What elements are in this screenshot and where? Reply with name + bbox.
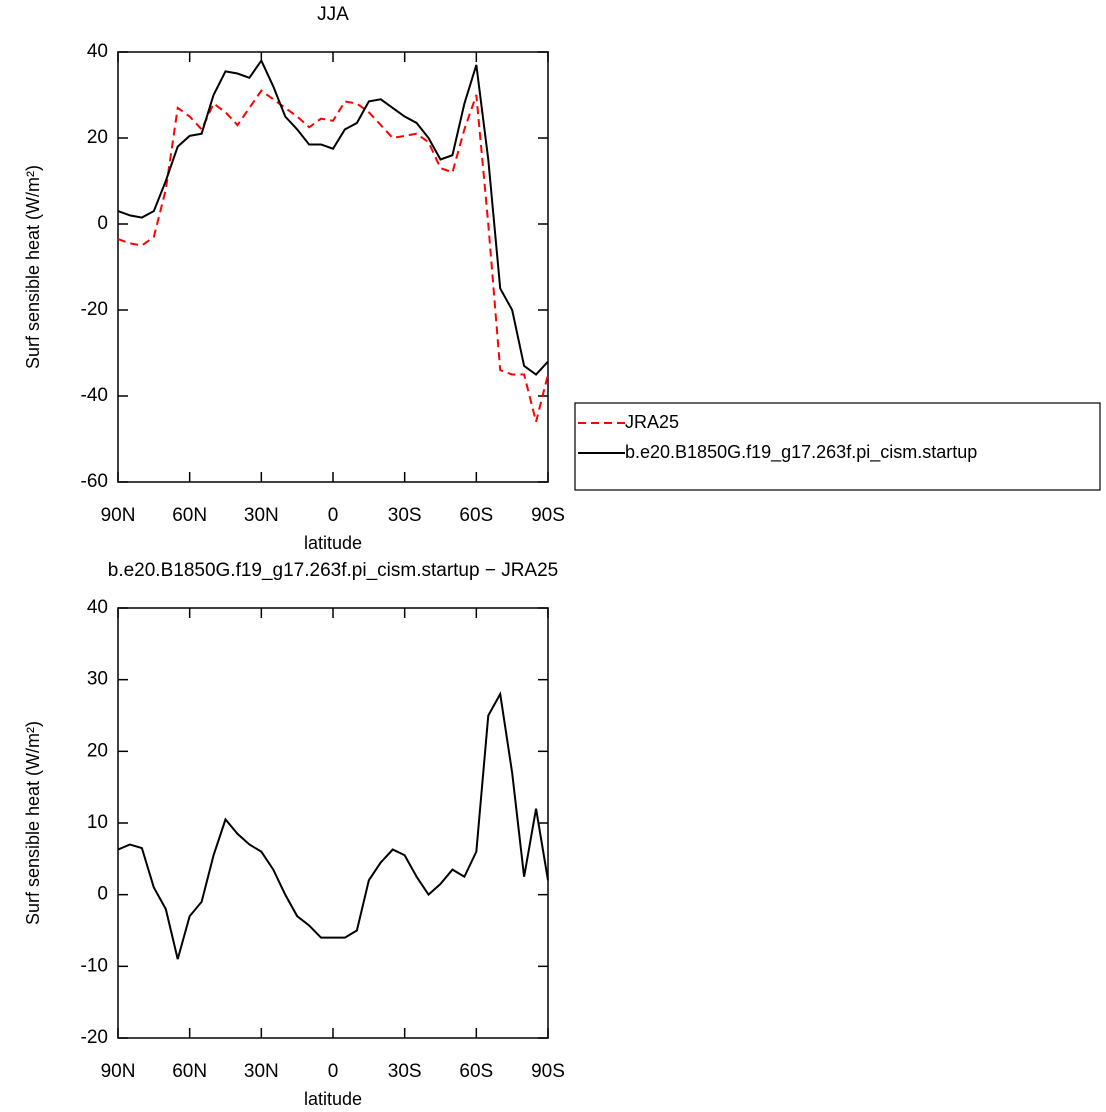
x-tick-label: 0 xyxy=(328,505,339,526)
x-tick-label: 90N xyxy=(101,1061,136,1082)
x-tick-label: 30S xyxy=(388,1061,422,1082)
y-tick-label: -10 xyxy=(81,955,108,976)
data-line xyxy=(117,690,549,960)
x-tick-label: 0 xyxy=(328,1061,339,1082)
y-tick-label: 40 xyxy=(87,41,108,62)
x-tick-label: 30N xyxy=(244,505,279,526)
plot-frame xyxy=(117,51,549,483)
y-tick-label: -20 xyxy=(81,1027,108,1048)
data-line xyxy=(117,89,549,423)
x-tick-label: 60S xyxy=(459,1061,493,1082)
x-tick-label: 30N xyxy=(244,1061,279,1082)
y-tick-label: 0 xyxy=(97,213,108,234)
y-tick-label: -60 xyxy=(81,471,108,492)
x-tick-label: 90N xyxy=(101,505,136,526)
y-axis-label: Surf sensible heat (W/m²) xyxy=(23,721,43,925)
y-tick-label: 20 xyxy=(87,740,108,761)
y-tick-label: 0 xyxy=(97,884,108,905)
x-tick-label: 30S xyxy=(388,505,422,526)
chart-title: JJA xyxy=(317,4,349,25)
x-tick-label: 60S xyxy=(459,505,493,526)
x-tick-label: 60N xyxy=(172,1061,207,1082)
y-tick-label: -20 xyxy=(81,299,108,320)
x-tick-label: 90S xyxy=(531,1061,565,1082)
y-tick-label: 40 xyxy=(87,597,108,618)
legend-box xyxy=(574,402,1101,491)
plot-frame xyxy=(117,607,549,1039)
legend-label: JRA25 xyxy=(625,412,679,432)
chart-title: b.e20.B1850G.f19_g17.263f.pi_cism.startu… xyxy=(108,560,559,581)
x-axis-label: latitude xyxy=(304,533,362,553)
y-tick-label: -40 xyxy=(81,385,108,406)
y-tick-label: 30 xyxy=(87,669,108,690)
x-tick-label: 60N xyxy=(172,505,207,526)
y-tick-label: 20 xyxy=(87,127,108,148)
x-tick-label: 90S xyxy=(531,505,565,526)
y-axis-label: Surf sensible heat (W/m²) xyxy=(23,165,43,369)
legend-label: b.e20.B1850G.f19_g17.263f.pi_cism.startu… xyxy=(625,442,977,463)
y-tick-label: 10 xyxy=(87,812,108,833)
data-line xyxy=(117,58,549,376)
x-axis-label: latitude xyxy=(304,1089,362,1109)
